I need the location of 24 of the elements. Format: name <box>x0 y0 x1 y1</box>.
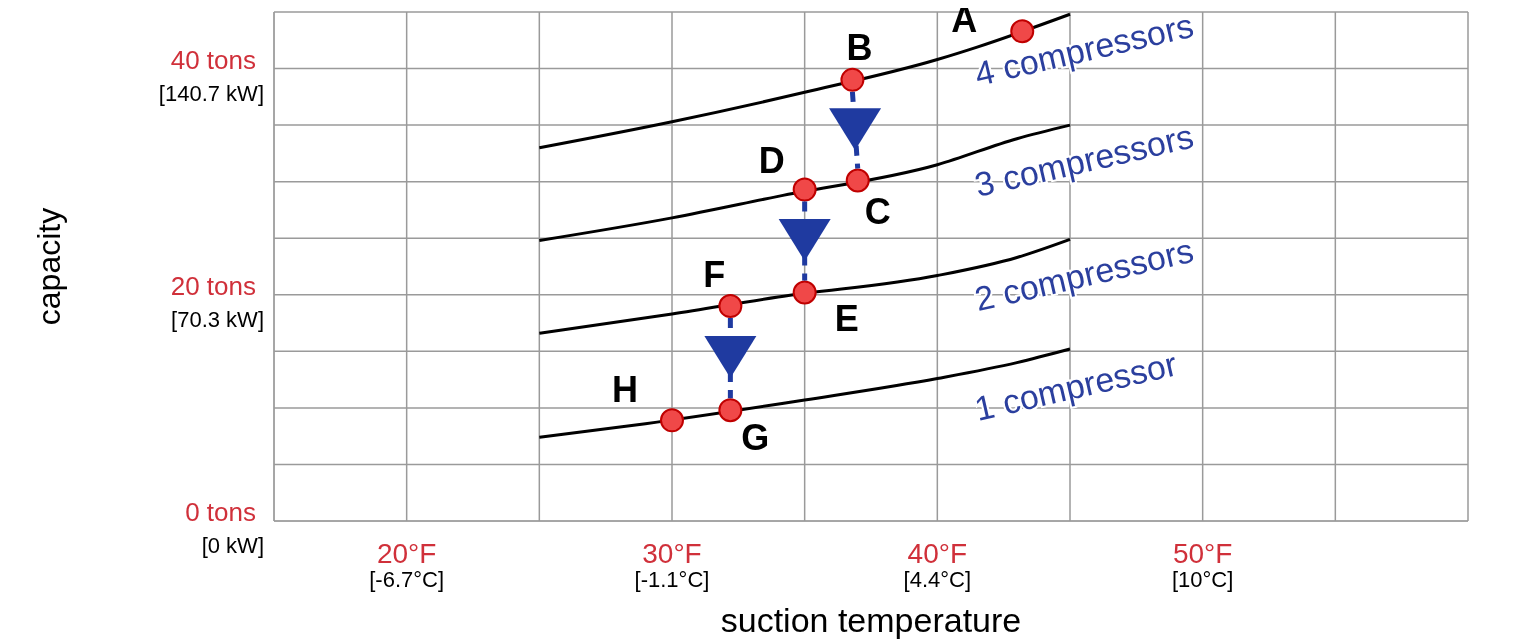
annotation: E <box>834 297 859 339</box>
x2-tick-label: [-6.7°C] <box>369 567 445 592</box>
x-tick-label: 30°F <box>642 538 702 569</box>
x-tick-label: 50°F <box>1172 538 1233 569</box>
annotation: H <box>612 369 638 411</box>
x2-tick-label: [-1.1°C] <box>634 567 710 592</box>
y-tick-label: 40 tons <box>170 44 256 75</box>
x-tick-label: 20°F <box>376 538 437 569</box>
x2-tick-label: [4.4°C] <box>903 567 972 592</box>
y-tick-label: 20 tons <box>170 270 256 301</box>
y-tick-label: 0 tons <box>185 497 256 527</box>
x2-tick-label: [10°C] <box>1171 567 1234 592</box>
annotation: D <box>758 139 785 181</box>
y2-tick-label: [70.3 kW] <box>171 306 264 332</box>
y2-tick-label: [0 kW] <box>201 533 264 558</box>
annotation: F <box>703 254 726 296</box>
annotation: G <box>741 417 770 459</box>
annotation: C <box>864 190 891 232</box>
x-tick-label: 40°F <box>907 538 968 569</box>
y2-tick-label: [140.7 kW] <box>158 80 264 106</box>
y2-axis-title: capacity <box>31 207 67 326</box>
x-axis-title: suction temperature <box>720 601 1022 639</box>
annotation: 1 compressor <box>971 344 1181 428</box>
annotation: B <box>846 26 873 68</box>
